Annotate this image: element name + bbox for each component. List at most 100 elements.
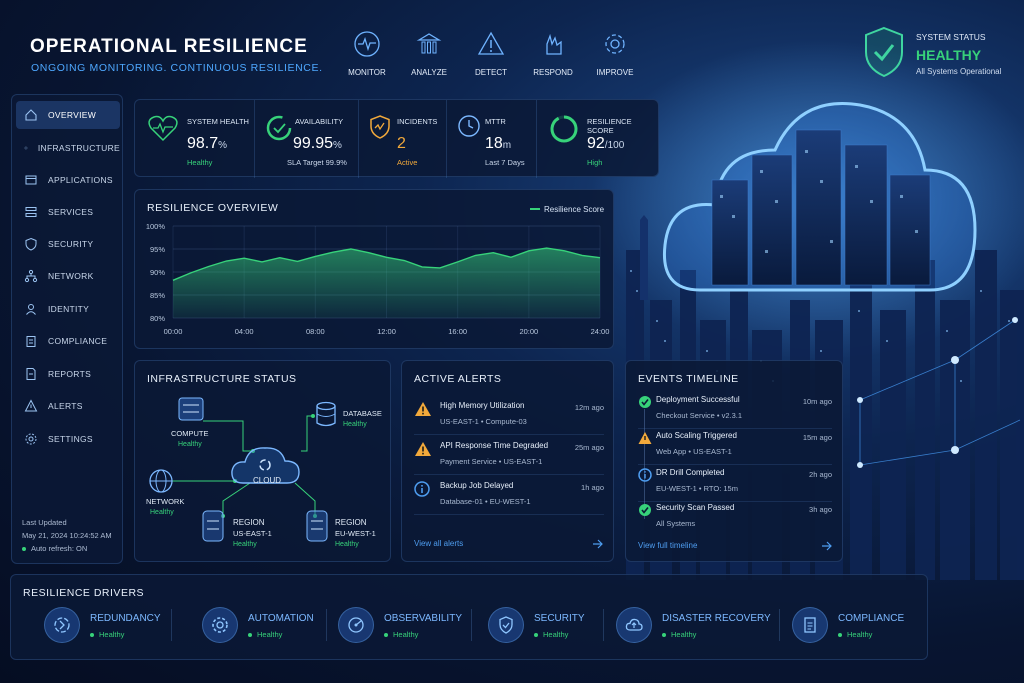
topnav-respond[interactable]: RESPOND bbox=[531, 30, 575, 77]
arrow-right-icon[interactable] bbox=[592, 539, 604, 549]
alert-title: High Memory Utilization bbox=[440, 401, 525, 410]
shield-icon bbox=[25, 237, 37, 251]
kpi-sub: Last 7 Days bbox=[485, 158, 525, 167]
node-database-status: Healthy bbox=[343, 421, 367, 428]
clipboard-icon bbox=[26, 336, 36, 347]
region-us-icon bbox=[202, 510, 224, 542]
kpi-label: MTTR bbox=[485, 117, 506, 126]
event-detail: Checkout Service • v2.3.1 bbox=[656, 411, 743, 420]
view-full-timeline-link[interactable]: View full timeline bbox=[638, 541, 698, 550]
sidebar-item-applications[interactable]: APPLICATIONS bbox=[16, 166, 120, 194]
region-eu-icon bbox=[306, 510, 328, 542]
divider bbox=[779, 609, 780, 641]
sidebar-item-label: COMPLIANCE bbox=[48, 336, 108, 346]
timeline-line bbox=[644, 409, 645, 519]
auto-refresh-label: Auto refresh: ON bbox=[31, 544, 88, 553]
document-icon bbox=[26, 368, 36, 380]
kpi-system-health[interactable]: SYSTEM HEALTH 98.7% Healthy bbox=[135, 100, 255, 178]
sidebar-item-overview[interactable]: OVERVIEW bbox=[16, 101, 120, 129]
alert-row[interactable]: High Memory Utilization US-EAST-1 • Comp… bbox=[414, 399, 604, 435]
bar-chart-icon bbox=[416, 33, 442, 54]
node-network-label: NETWORK bbox=[146, 497, 185, 506]
sidebar: OVERVIEW INFRASTRUCTURE APPLICATIONS SER… bbox=[11, 94, 123, 564]
topnav-improve[interactable]: IMPROVE bbox=[593, 30, 637, 77]
kpi-bar: SYSTEM HEALTH 98.7% Healthy AVAILABILITY… bbox=[134, 99, 660, 178]
kpi-value: 99.95 bbox=[293, 135, 334, 152]
node-region-eu-label: REGION bbox=[335, 518, 367, 527]
sidebar-item-network[interactable]: NETWORK bbox=[16, 262, 120, 290]
kpi-availability[interactable]: AVAILABILITY 99.95% SLA Target 99.9% bbox=[255, 100, 359, 178]
event-row[interactable]: Deployment Successful Checkout Service •… bbox=[638, 393, 832, 429]
top-nav: MONITOR ANALYZE DETECT RESPOND IMPROVE bbox=[345, 30, 637, 77]
sidebar-item-reports[interactable]: REPORTS bbox=[16, 360, 120, 388]
x-tick-label: 12:00 bbox=[377, 327, 396, 336]
auto-refresh-toggle[interactable]: Auto refresh: ON bbox=[22, 542, 112, 555]
driver-name: COMPLIANCE bbox=[838, 613, 905, 624]
y-tick-label: 100% bbox=[146, 222, 166, 231]
arrow-right-icon[interactable] bbox=[821, 541, 833, 551]
status-dot bbox=[90, 633, 94, 638]
home-icon bbox=[25, 109, 37, 121]
active-alerts-panel: ACTIVE ALERTS High Memory Utilization US… bbox=[401, 360, 614, 562]
warning-icon bbox=[415, 402, 431, 416]
event-time: 10m ago bbox=[802, 397, 832, 406]
x-tick-label: 04:00 bbox=[235, 327, 254, 336]
topnav-label: IMPROVE bbox=[596, 68, 634, 77]
kpi-sub: Healthy bbox=[187, 158, 213, 167]
topnav-monitor[interactable]: MONITOR bbox=[345, 30, 389, 77]
sidebar-item-settings[interactable]: SETTINGS bbox=[16, 425, 120, 453]
kpi-unit: % bbox=[218, 140, 228, 151]
sidebar-item-infrastructure[interactable]: INFRASTRUCTURE bbox=[16, 134, 120, 162]
kpi-mttr[interactable]: MTTR 18m Last 7 Days bbox=[447, 100, 537, 178]
event-row[interactable]: DR Drill Completed EU-WEST-1 • RTO: 15m … bbox=[638, 466, 832, 502]
system-status-value: HEALTHY bbox=[916, 47, 982, 63]
sidebar-item-security[interactable]: SECURITY bbox=[16, 230, 120, 258]
driver-name: OBSERVABILITY bbox=[384, 613, 462, 624]
warning-icon bbox=[477, 31, 505, 55]
kpi-sub: High bbox=[587, 158, 603, 167]
database-icon bbox=[316, 401, 336, 427]
alert-row[interactable]: API Response Time Degraded Payment Servi… bbox=[414, 439, 604, 475]
panel-title: RESILIENCE OVERVIEW bbox=[147, 202, 279, 214]
topnav-detect[interactable]: DETECT bbox=[469, 30, 513, 77]
sidebar-item-compliance[interactable]: COMPLIANCE bbox=[16, 327, 120, 355]
sidebar-item-alerts[interactable]: ALERTS bbox=[16, 392, 120, 420]
sidebar-item-label: SERVICES bbox=[48, 207, 94, 217]
sidebar-item-label: SECURITY bbox=[48, 239, 94, 249]
driver-status: Healthy bbox=[847, 630, 873, 639]
y-tick-label: 90% bbox=[150, 268, 165, 277]
alert-row[interactable]: Backup Job Delayed Database-01 • EU-WEST… bbox=[414, 479, 604, 515]
kpi-incidents[interactable]: INCIDENTS 2 Active bbox=[359, 100, 447, 178]
list-icon bbox=[25, 207, 37, 217]
divider bbox=[603, 609, 604, 641]
kpi-resilience-score[interactable]: RESILIENCE SCORE 92/100 High bbox=[537, 100, 660, 178]
divider bbox=[326, 609, 327, 641]
kpi-unit: /100 bbox=[604, 140, 625, 151]
alert-detail: Payment Service • US-EAST-1 bbox=[440, 457, 543, 466]
topnav-analyze[interactable]: ANALYZE bbox=[407, 30, 451, 77]
divider bbox=[471, 609, 472, 641]
globe-icon bbox=[149, 469, 173, 493]
sidebar-footer: Last Updated May 21, 2024 10:24:52 AM Au… bbox=[22, 516, 112, 555]
shield-alert-icon bbox=[370, 115, 390, 139]
node-network-status: Healthy bbox=[150, 509, 174, 516]
divider bbox=[171, 609, 172, 641]
event-row[interactable]: Auto Scaling Triggered Web App • US-EAST… bbox=[638, 429, 832, 465]
infrastructure-status-panel: INFRASTRUCTURE STATUS bbox=[134, 360, 391, 562]
node-region-us-status: Healthy bbox=[233, 541, 257, 548]
driver-name: REDUNDANCY bbox=[90, 613, 161, 624]
resilience-drivers-panel: RESILIENCE DRIVERS REDUNDANCY Healthy AU… bbox=[10, 574, 928, 660]
panel-title: RESILIENCE DRIVERS bbox=[23, 587, 145, 599]
driver-name: AUTOMATION bbox=[248, 613, 314, 624]
event-row[interactable]: Security Scan Passed All Systems 3h ago bbox=[638, 501, 832, 537]
hand-icon bbox=[546, 33, 562, 55]
warning-icon bbox=[24, 399, 38, 412]
sidebar-item-label: REPORTS bbox=[48, 369, 92, 379]
view-all-alerts-link[interactable]: View all alerts bbox=[414, 539, 464, 548]
sidebar-item-identity[interactable]: IDENTITY bbox=[16, 295, 120, 323]
shield-check-icon bbox=[865, 26, 903, 78]
kpi-label: RESILIENCE SCORE bbox=[587, 117, 632, 135]
alert-time: 12m ago bbox=[574, 403, 604, 412]
sidebar-item-services[interactable]: SERVICES bbox=[16, 198, 120, 226]
kpi-value: 98.7 bbox=[187, 135, 219, 152]
